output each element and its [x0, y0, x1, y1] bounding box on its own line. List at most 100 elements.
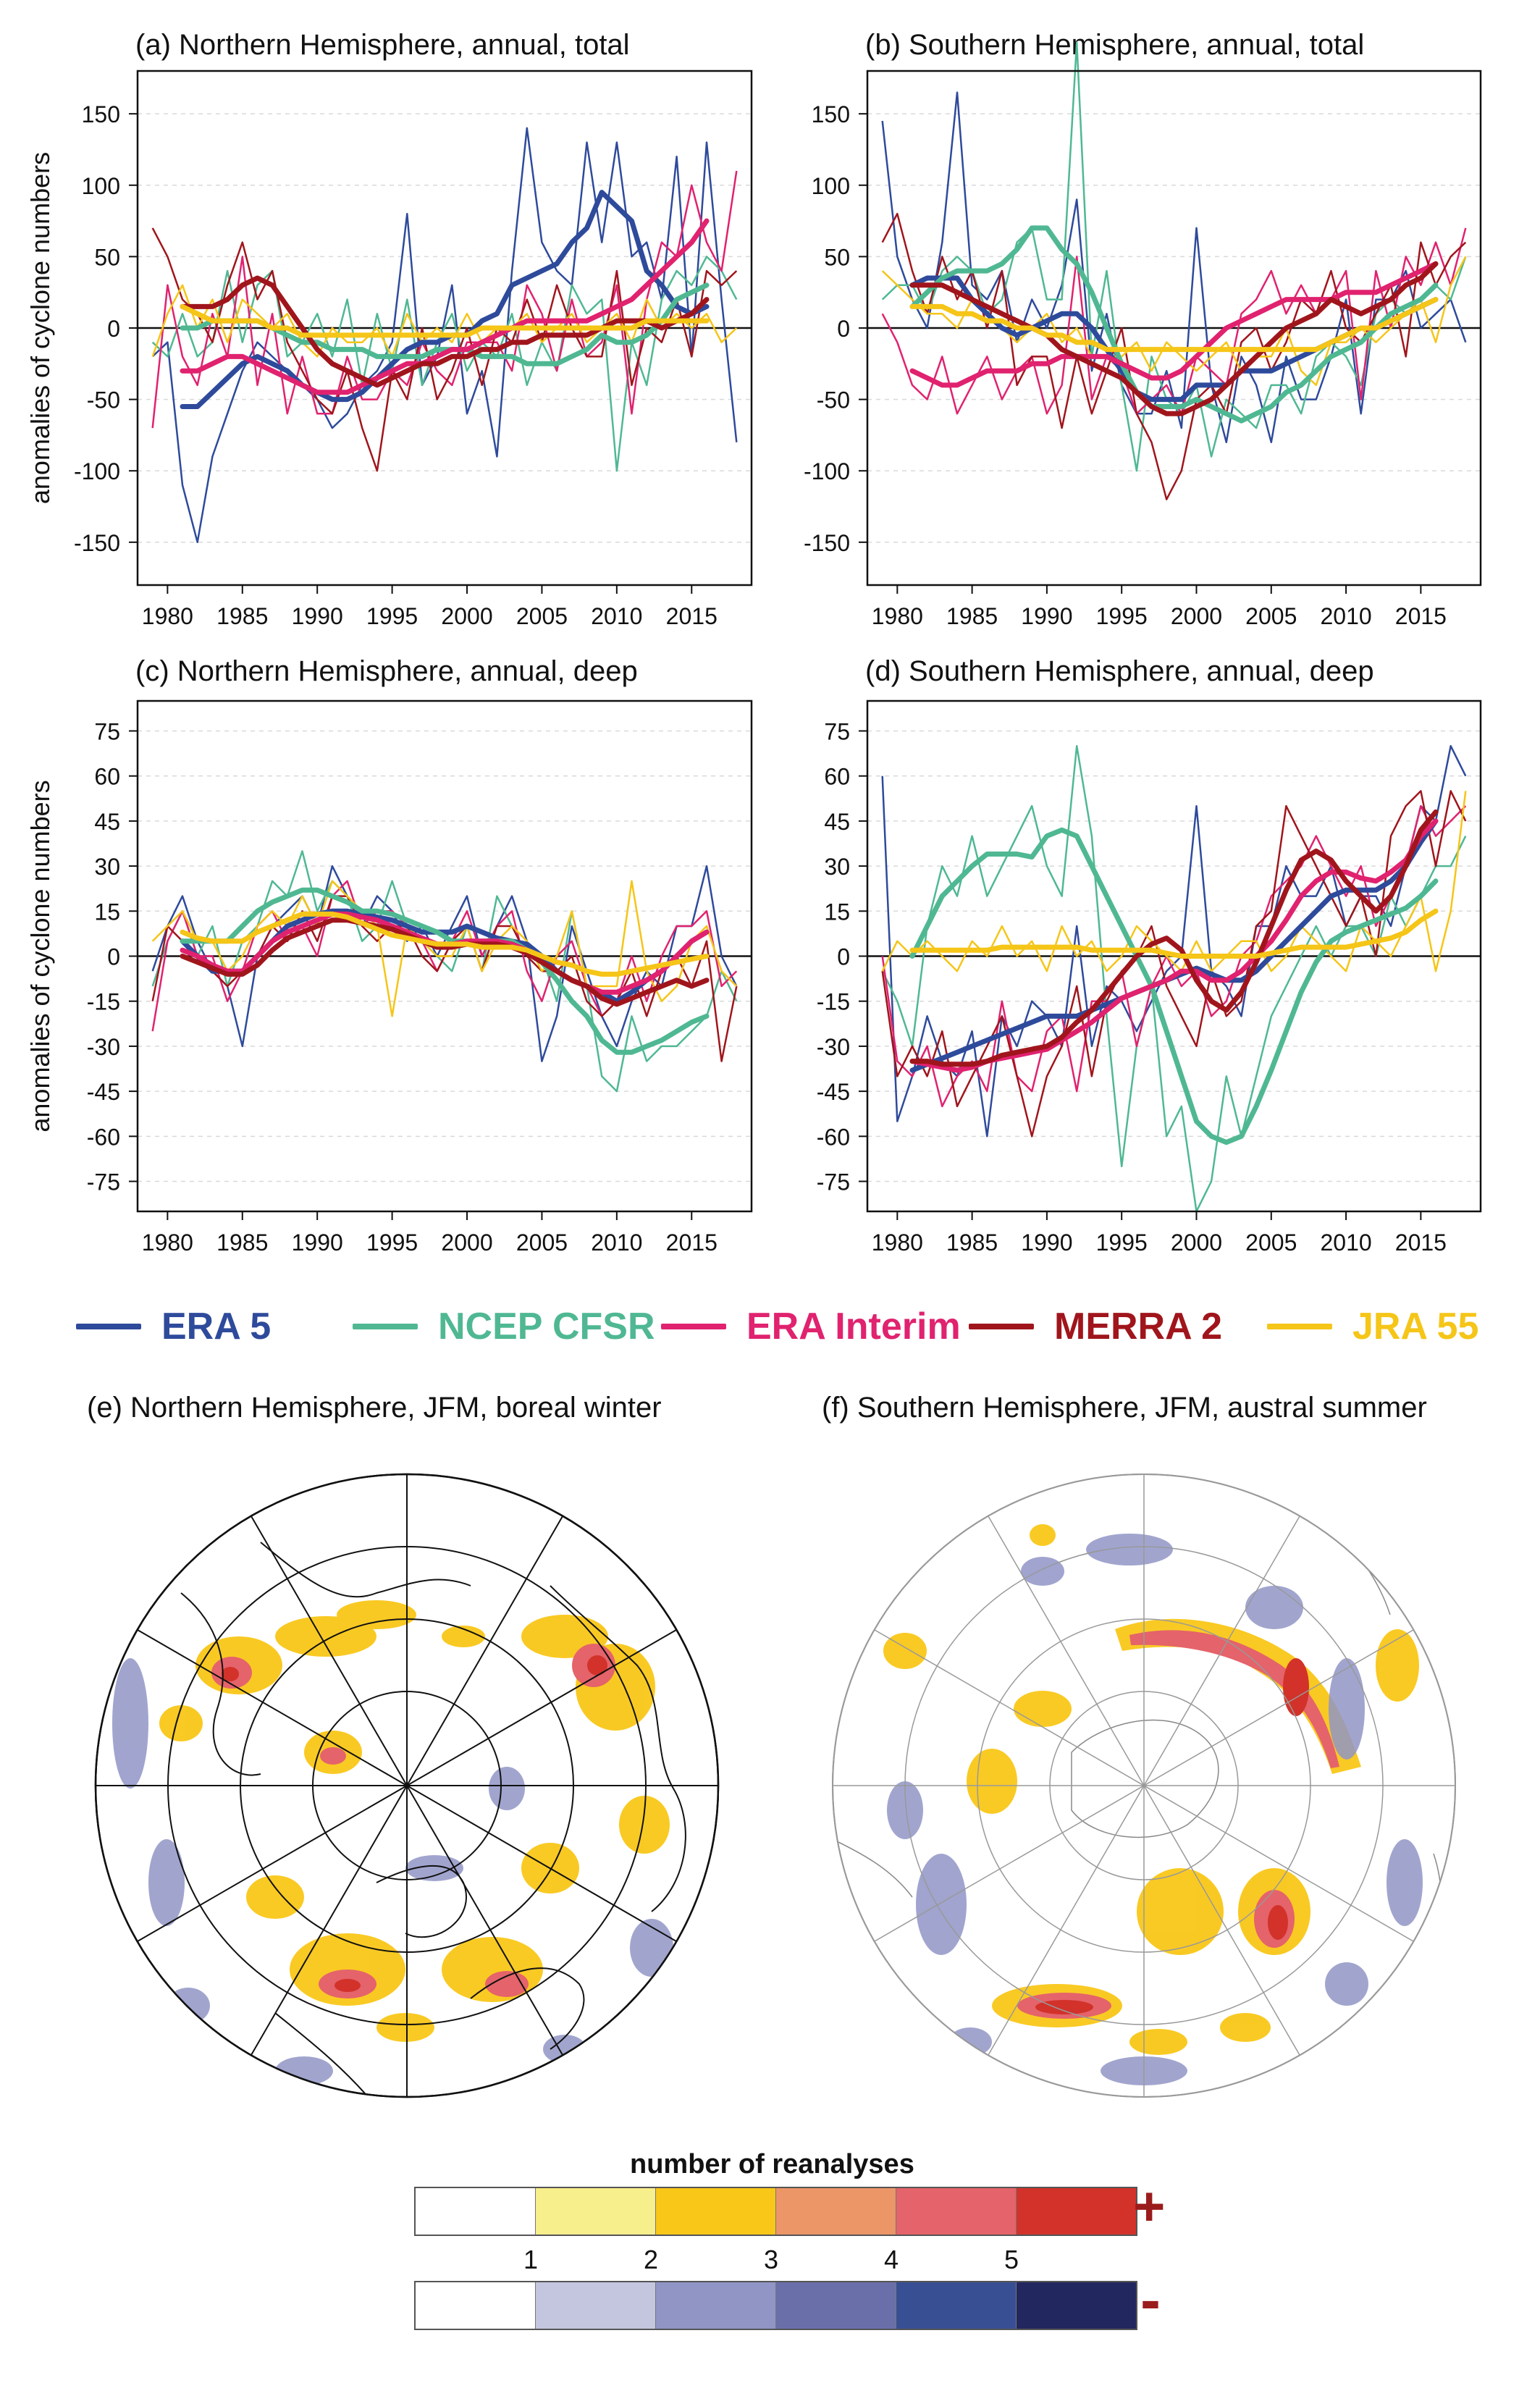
panel-d-ytick-label: 45	[824, 809, 850, 835]
panel-d-xtick-label: 1980	[872, 1229, 923, 1256]
panel-a-smoothed-jra-55	[180, 303, 710, 338]
panel-c-xtick-label: 2000	[441, 1229, 492, 1256]
panel-c-xtick-label: 1990	[292, 1229, 343, 1256]
panel-c-ytick-label: -30	[87, 1034, 120, 1060]
panel-c-ytick-label: -45	[87, 1079, 120, 1105]
nh-positive-anomalies	[159, 1600, 670, 2042]
panel-d-smoothed-merra-2	[909, 809, 1439, 1067]
colorbar-positive	[414, 2187, 1137, 2236]
legend-swatch-ncep-cfsr	[353, 1324, 418, 1329]
colorbar-tick-5: 5	[1004, 2245, 1019, 2274]
nh-map	[94, 1473, 720, 2098]
colorbar-negative-cell	[416, 2282, 536, 2329]
legend-swatch-era-interim	[661, 1324, 726, 1329]
colorbar-positive-cell	[416, 2188, 536, 2235]
panel-c-ytick-label: -15	[87, 989, 120, 1015]
panel-b-smoothed-merra-2	[909, 261, 1439, 416]
panel-d-ytick-label: 0	[837, 944, 850, 970]
panel-a-xtick-label: 2000	[441, 603, 492, 629]
colorbar-negative-cell	[656, 2282, 776, 2329]
legend-label-era5: ERA 5	[161, 1306, 272, 1348]
panel-b-xtick-label: 2015	[1395, 603, 1447, 629]
panel-d-ytick-label: -15	[817, 989, 850, 1015]
colorbar-positive-cell	[536, 2188, 656, 2235]
nh-negative-anomalies	[112, 1658, 673, 2085]
panel-a-annual-merra-2	[151, 227, 738, 472]
panel-a-ylabel: anomalies of cyclone numbers	[25, 152, 55, 504]
panel-c-ylabel: anomalies of cyclone numbers	[25, 780, 55, 1132]
panel-d-ytick-label: -60	[817, 1124, 850, 1150]
panel-c-xtick-label: 1980	[142, 1229, 193, 1256]
panel-a-ytick-label: 150	[82, 101, 120, 127]
nh-graticule	[96, 1474, 718, 2097]
panel-b-smoothed-era-interim	[909, 261, 1439, 388]
panel-a-ytick-label: -50	[87, 387, 120, 413]
panel-a-xtick-label: 2015	[666, 603, 718, 629]
panel-d-xtick-label: 2010	[1320, 1229, 1371, 1256]
panel-b-xtick-label: 2010	[1320, 603, 1371, 629]
panel-c-ytick-label: 0	[107, 944, 120, 970]
colorbar-tick-2: 2	[644, 2245, 659, 2274]
panel-a-xtick-label: 1980	[142, 603, 193, 629]
colorbar-positive-cell	[776, 2188, 896, 2235]
panel-c-title: (c) Northern Hemisphere, annual, deep	[135, 655, 638, 687]
panel-d-xtick-label: 1995	[1096, 1229, 1148, 1256]
colorbar-negative-cell	[896, 2282, 1017, 2329]
panel-c-smoothed-ncep-cfsr	[180, 887, 710, 1055]
panel-b-xtick-label: 2005	[1245, 603, 1297, 629]
panel-a-ytick-label: -100	[74, 458, 120, 484]
panel-c-xtick-label: 2010	[591, 1229, 642, 1256]
panel-c-xtick-label: 1985	[216, 1229, 268, 1256]
sh-coastlines	[833, 1505, 1442, 1970]
panel-b-ytick-label: -100	[804, 458, 850, 484]
panel-b-ytick-label: 150	[812, 101, 850, 127]
panel-b-title: (b) Southern Hemisphere, annual, total	[865, 29, 1365, 61]
panel-c-ytick-label: 45	[94, 809, 120, 835]
panel-b-xtick-label: 1995	[1096, 603, 1148, 629]
panel-a-xtick-label: 1990	[292, 603, 343, 629]
panel-a-xtick-label: 1995	[366, 603, 418, 629]
series-legend: ERA 5 NCEP CFSR ERA Interim MERRA 2 JRA …	[0, 1296, 1540, 1361]
colorbar-tick-3: 3	[764, 2245, 779, 2274]
panel-d-xtick-label: 1990	[1021, 1229, 1072, 1256]
map-f-title: (f) Southern Hemisphere, JFM, austral su…	[822, 1392, 1427, 1424]
panel-a-xtick-label: 2005	[516, 603, 568, 629]
panel-d-xtick-label: 2000	[1171, 1229, 1222, 1256]
panel-a-ytick-label: 0	[107, 316, 120, 342]
panel-d-ytick-label: -30	[817, 1034, 850, 1060]
panel-b-smoothed-jra-55	[909, 297, 1439, 353]
panel-d-ytick-label: -45	[817, 1079, 850, 1105]
panel-b-xtick-label: 1980	[872, 603, 923, 629]
panel-a-xtick-label: 2010	[591, 603, 642, 629]
colorbar-positive-cell	[896, 2188, 1017, 2235]
panel-a-xtick-label: 1985	[216, 603, 268, 629]
panel-d-smoothed-ncep-cfsr	[909, 827, 1439, 1146]
panel-d-xtick-label: 2015	[1395, 1229, 1447, 1256]
panel-a-title: (a) Northern Hemisphere, annual, total	[135, 29, 630, 61]
panel-b-xtick-label: 1985	[946, 603, 998, 629]
panel-c-xtick-label: 1995	[366, 1229, 418, 1256]
panel-a-ytick-label: 50	[94, 244, 120, 270]
panel-a-smoothed-merra-2	[180, 275, 710, 388]
sh-graticule	[833, 1474, 1455, 2097]
legend-swatch-era5	[76, 1324, 141, 1329]
panel-c-ytick-label: 15	[94, 899, 120, 925]
panel-b-ytick-label: 0	[837, 316, 850, 342]
panel-c-ytick-label: -75	[87, 1169, 120, 1195]
panel-c-smoothed-merra-2	[180, 917, 710, 1007]
panel-b-smoothed-ncep-cfsr	[909, 225, 1439, 424]
panel-a-smoothed-era-interim	[180, 218, 710, 395]
legend-label-jra55: JRA 55	[1352, 1306, 1479, 1348]
colorbar-positive-cell	[1017, 2188, 1136, 2235]
colorbar-negative-cell	[776, 2282, 896, 2329]
legend-item-era5: ERA 5	[76, 1305, 271, 1348]
colorbar-tick-1: 1	[523, 2245, 539, 2274]
panel-c-annual-jra-55	[151, 880, 738, 1017]
panel-d-ytick-label: 60	[824, 764, 850, 790]
panel-b-ytick-label: -50	[817, 387, 850, 413]
legend-swatch-jra55	[1267, 1324, 1332, 1329]
colorbar-positive-cell	[656, 2188, 776, 2235]
colorbar-negative	[414, 2281, 1137, 2330]
panel-d-ytick-label: -75	[817, 1169, 850, 1195]
panel-a-smoothed-era-5	[180, 190, 710, 409]
